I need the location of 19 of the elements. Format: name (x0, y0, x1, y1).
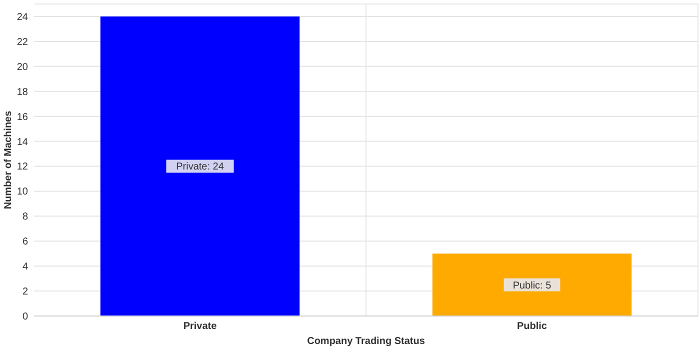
y-tick-label: 8 (22, 212, 28, 223)
y-tick-label: 0 (22, 312, 28, 322)
y-tick-label: 12 (16, 162, 28, 173)
y-tick-label: 24 (16, 12, 28, 23)
data-label: Private: 24 (176, 162, 224, 173)
y-tick-label: 22 (16, 36, 28, 48)
y-tick-label: 20 (16, 62, 28, 73)
y-tick-label: 2 (22, 286, 28, 298)
x-tick-label: Private (183, 321, 218, 332)
x-tick-label: Public (516, 321, 548, 332)
y-tick-label: 16 (16, 112, 28, 123)
y-tick-label: 14 (16, 136, 28, 148)
y-axis-title: Number of Machines (3, 110, 14, 210)
y-tick-label: 6 (22, 236, 28, 248)
x-axis-title: Company Trading Status (307, 336, 426, 347)
y-tick-label: 18 (16, 86, 28, 98)
y-tick-label: 4 (22, 262, 28, 273)
y-tick-label: 10 (16, 186, 28, 198)
data-label: Public: 5 (512, 280, 552, 292)
